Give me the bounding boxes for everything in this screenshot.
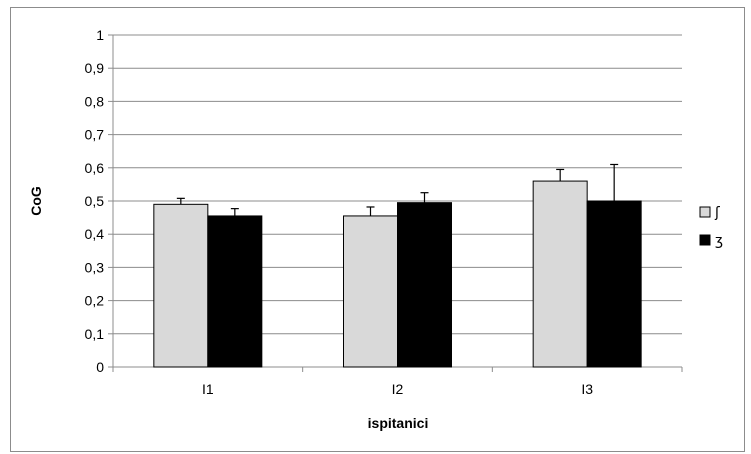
y-tick-label: 0,2 xyxy=(85,293,105,309)
bar-i3-series-2 xyxy=(586,200,642,368)
y-axis-title: CoG xyxy=(28,186,44,216)
y-tick-label: 0,1 xyxy=(85,326,105,342)
legend-swatch xyxy=(699,234,711,246)
y-tick-label: 0 xyxy=(96,359,104,375)
y-tick-label: 0,6 xyxy=(85,160,105,176)
x-axis-title: ispitanici xyxy=(368,415,429,431)
x-tick-label: I3 xyxy=(581,381,593,397)
y-tick-label: 0,3 xyxy=(85,259,105,275)
bar-i2-series-1 xyxy=(343,215,398,368)
legend: ʃʒ xyxy=(699,205,723,249)
y-tick-labels: 0 0,1 0,2 0,3 0,4 0,5 0,6 0,7 0,8 0,9 1 xyxy=(85,27,105,375)
y-tick-label: 0,9 xyxy=(85,60,105,76)
y-tick-label: 1 xyxy=(96,27,104,43)
bar-i1-series-1 xyxy=(153,203,209,368)
y-tick-label: 0,5 xyxy=(85,193,105,209)
y-tick-label: 0,7 xyxy=(85,127,105,143)
x-tick-label: I2 xyxy=(392,381,404,397)
bar-i3-series-1 xyxy=(532,180,588,368)
y-tick-label: 0,8 xyxy=(85,93,105,109)
x-tick-label: I1 xyxy=(202,381,214,397)
bar-i1-series-2 xyxy=(207,215,263,368)
legend-label: ʒ xyxy=(715,233,723,249)
x-tick-labels: I1 I2 I3 xyxy=(112,367,683,397)
bars xyxy=(153,163,642,368)
legend-label: ʃ xyxy=(714,205,720,221)
y-tick-label: 0,4 xyxy=(85,226,105,242)
legend-swatch xyxy=(699,206,711,218)
bar-i2-series-2 xyxy=(397,202,452,368)
